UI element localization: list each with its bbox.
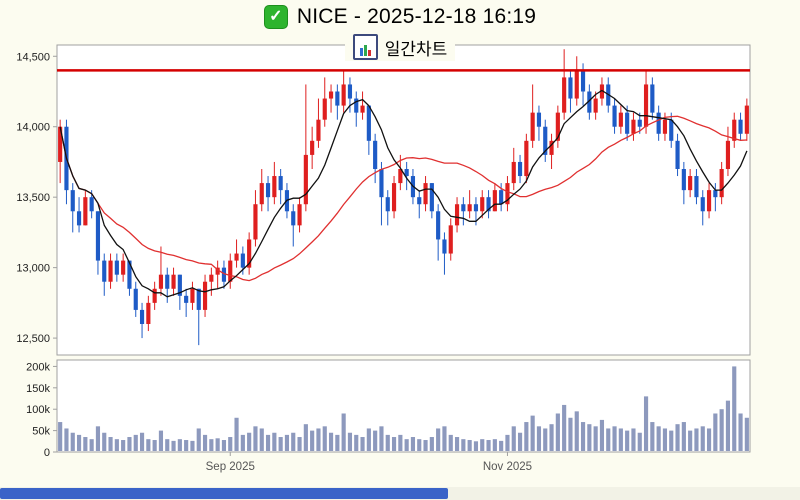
icon-bar-green — [363, 45, 367, 56]
svg-text:50k: 50k — [32, 426, 50, 438]
scrollbar-track[interactable] — [0, 487, 800, 500]
page-title: NICE - 2025-12-18 16:19 — [296, 5, 537, 28]
svg-text:Sep 2025: Sep 2025 — [206, 461, 255, 473]
svg-text:100k: 100k — [26, 404, 50, 416]
svg-text:0: 0 — [44, 447, 50, 459]
svg-text:13,500: 13,500 — [16, 192, 50, 204]
ma-slow-line — [59, 115, 747, 282]
ma-fast-line — [59, 89, 748, 298]
checked-checkbox-icon[interactable]: ✓ — [263, 5, 288, 29]
volume-bars — [58, 366, 749, 451]
subtitle-row: 일간차트 — [0, 33, 800, 61]
svg-text:13,000: 13,000 — [16, 263, 50, 275]
svg-text:200k: 200k — [26, 361, 50, 373]
subtitle-background: 일간차트 — [344, 33, 456, 61]
icon-bar-red — [367, 50, 371, 56]
chart-subtitle: 일간차트 — [384, 39, 448, 59]
stock-chart-canvas: 14,500 14,000 13,500 13,000 12,500 200k 150k 10… — [16, 44, 751, 473]
svg-text:150k: 150k — [26, 383, 50, 395]
svg-text:12,500: 12,500 — [16, 333, 50, 345]
svg-text:Nov 2025: Nov 2025 — [483, 461, 532, 473]
icon-bar-blue — [359, 48, 363, 56]
daily-chart-icon — [352, 34, 378, 60]
svg-text:14,500: 14,500 — [16, 51, 50, 63]
svg-text:14,000: 14,000 — [16, 122, 50, 134]
scrollbar-thumb[interactable] — [0, 488, 448, 499]
check-mark-icon: ✓ — [269, 8, 283, 25]
title-row: ✓ NICE - 2025-12-18 16:19 — [0, 5, 800, 29]
candlesticks — [58, 49, 749, 346]
